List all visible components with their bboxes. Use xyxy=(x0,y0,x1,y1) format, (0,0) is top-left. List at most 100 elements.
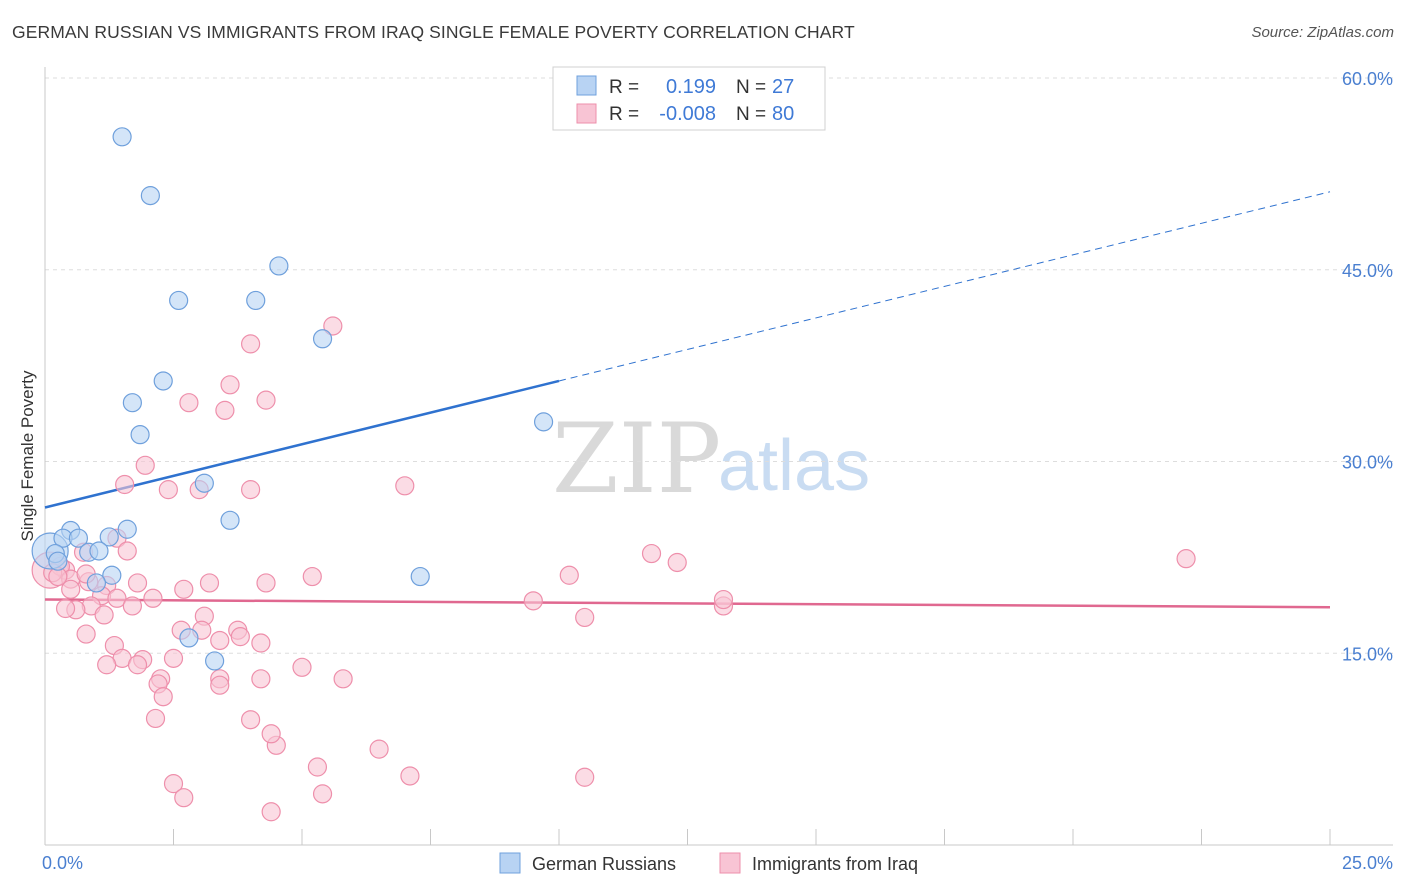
point-immigrants-iraq-48 xyxy=(210,630,230,651)
point-immigrants-iraq-54 xyxy=(97,655,117,675)
point-immigrants-iraq-16 xyxy=(1176,549,1196,569)
point-immigrants-iraq-5 xyxy=(179,393,199,413)
point-german-russians-11 xyxy=(194,473,214,493)
point-immigrants-iraq-9 xyxy=(158,480,178,500)
legend-swatch-immigrants-iraq xyxy=(719,852,741,874)
point-immigrants-iraq-19 xyxy=(559,565,579,585)
point-german-russians-22 xyxy=(410,566,430,587)
x-tick-label-0: 0.0% xyxy=(42,853,83,873)
point-immigrants-iraq-15 xyxy=(667,552,687,573)
point-german-russians-25 xyxy=(179,628,199,648)
point-german-russians-14 xyxy=(117,519,137,539)
point-immigrants-iraq-2 xyxy=(241,334,261,354)
point-german-russians-1 xyxy=(112,127,132,147)
point-immigrants-iraq-4 xyxy=(256,390,276,410)
grid-lines xyxy=(45,77,1393,654)
point-german-russians-21 xyxy=(48,551,68,571)
point-immigrants-iraq-37 xyxy=(122,596,142,616)
point-immigrants-iraq-58 xyxy=(251,669,271,689)
point-german-russians-24 xyxy=(86,573,107,593)
point-immigrants-iraq-11 xyxy=(241,480,261,500)
point-immigrants-iraq-7 xyxy=(135,455,155,475)
trend-lines xyxy=(44,191,1331,609)
point-german-russians-2 xyxy=(140,186,160,206)
point-immigrants-iraq-27 xyxy=(199,573,220,593)
point-immigrants-iraq-14 xyxy=(641,543,662,564)
y-tick-label-3: 60.0% xyxy=(1342,69,1393,89)
point-immigrants-iraq-71 xyxy=(575,767,595,787)
watermark-atlas: atlas xyxy=(718,426,870,506)
point-immigrants-iraq-8 xyxy=(115,474,135,495)
point-immigrants-iraq-46 xyxy=(230,627,250,647)
point-immigrants-iraq-55 xyxy=(127,655,148,675)
point-immigrants-iraq-12 xyxy=(395,476,415,496)
trend-line-immigrants-iraq xyxy=(44,598,1331,609)
point-immigrants-iraq-56 xyxy=(292,657,312,677)
trend-line-german-russians-extension xyxy=(558,191,1331,382)
point-immigrants-iraq-53 xyxy=(163,648,184,668)
point-german-russians-10 xyxy=(533,412,554,432)
point-german-russians-20 xyxy=(89,541,109,561)
point-immigrants-iraq-72 xyxy=(163,774,184,794)
point-german-russians-4 xyxy=(169,290,189,311)
point-immigrants-iraq-75 xyxy=(261,802,281,822)
data-points xyxy=(31,127,1196,822)
stats-n-value-2: 80 xyxy=(772,103,794,125)
point-immigrants-iraq-35 xyxy=(713,589,734,610)
stats-box: R = 0.199 N = 27 R = -0.008 N = 80 xyxy=(552,66,826,131)
point-immigrants-iraq-33 xyxy=(523,591,543,611)
point-german-russians-17 xyxy=(99,527,119,547)
point-immigrants-iraq-32 xyxy=(143,588,163,608)
stats-box-frame xyxy=(552,66,826,131)
stats-swatch-pink xyxy=(576,103,597,124)
point-german-russians-26 xyxy=(205,651,225,671)
legend: German Russians Immigrants from Iraq xyxy=(499,852,918,874)
legend-label-german-russians: German Russians xyxy=(532,854,676,874)
point-german-russians-6 xyxy=(312,329,333,349)
legend-swatch-german-russians xyxy=(499,852,521,874)
y-tick-label-1: 30.0% xyxy=(1342,453,1393,473)
stats-r-label-2: R = xyxy=(609,104,639,125)
point-immigrants-iraq-59 xyxy=(333,669,353,689)
point-immigrants-iraq-40 xyxy=(94,605,114,625)
stats-r-value-1: 0.199 xyxy=(666,76,716,98)
point-immigrants-iraq-62 xyxy=(210,675,230,695)
point-immigrants-iraq-29 xyxy=(174,579,194,599)
point-immigrants-iraq-65 xyxy=(241,710,261,730)
axes xyxy=(44,67,1393,846)
point-immigrants-iraq-47 xyxy=(76,624,96,644)
stats-swatch-blue xyxy=(576,75,597,96)
x-tick-label-1: 25.0% xyxy=(1342,853,1393,873)
stats-n-label-1: N = xyxy=(736,77,766,98)
point-immigrants-iraq-78 xyxy=(61,579,81,599)
point-immigrants-iraq-31 xyxy=(107,588,127,608)
point-german-russians-5 xyxy=(246,290,266,311)
point-immigrants-iraq-69 xyxy=(307,757,328,777)
point-german-russians-3 xyxy=(269,256,289,276)
y-tick-label-0: 15.0% xyxy=(1342,644,1393,664)
chart-source: Source: ZipAtlas.com xyxy=(1251,24,1394,41)
stats-r-label-1: R = xyxy=(609,77,639,98)
point-immigrants-iraq-28 xyxy=(256,573,276,593)
point-immigrants-iraq-39 xyxy=(55,598,76,619)
point-immigrants-iraq-20 xyxy=(302,566,322,587)
point-immigrants-iraq-49 xyxy=(251,633,271,653)
point-german-russians-23 xyxy=(102,565,122,585)
stats-n-label-2: N = xyxy=(736,104,766,125)
point-immigrants-iraq-42 xyxy=(575,607,595,628)
point-immigrants-iraq-64 xyxy=(145,708,166,729)
tick-labels: 15.0% 30.0% 45.0% 60.0% 0.0% 25.0% xyxy=(42,69,1393,873)
y-tick-label-2: 45.0% xyxy=(1342,261,1393,281)
stats-r-value-2: -0.008 xyxy=(659,103,716,125)
point-immigrants-iraq-68 xyxy=(261,724,281,744)
y-axis-label: Single Female Poverty xyxy=(18,370,37,542)
point-immigrants-iraq-26 xyxy=(127,573,148,593)
point-german-russians-16 xyxy=(68,528,89,548)
point-immigrants-iraq-1 xyxy=(323,316,343,336)
stats-n-value-1: 27 xyxy=(772,76,794,98)
point-german-russians-8 xyxy=(122,393,142,413)
point-immigrants-iraq-17 xyxy=(117,541,137,561)
point-immigrants-iraq-74 xyxy=(312,784,333,804)
point-immigrants-iraq-70 xyxy=(400,766,420,786)
